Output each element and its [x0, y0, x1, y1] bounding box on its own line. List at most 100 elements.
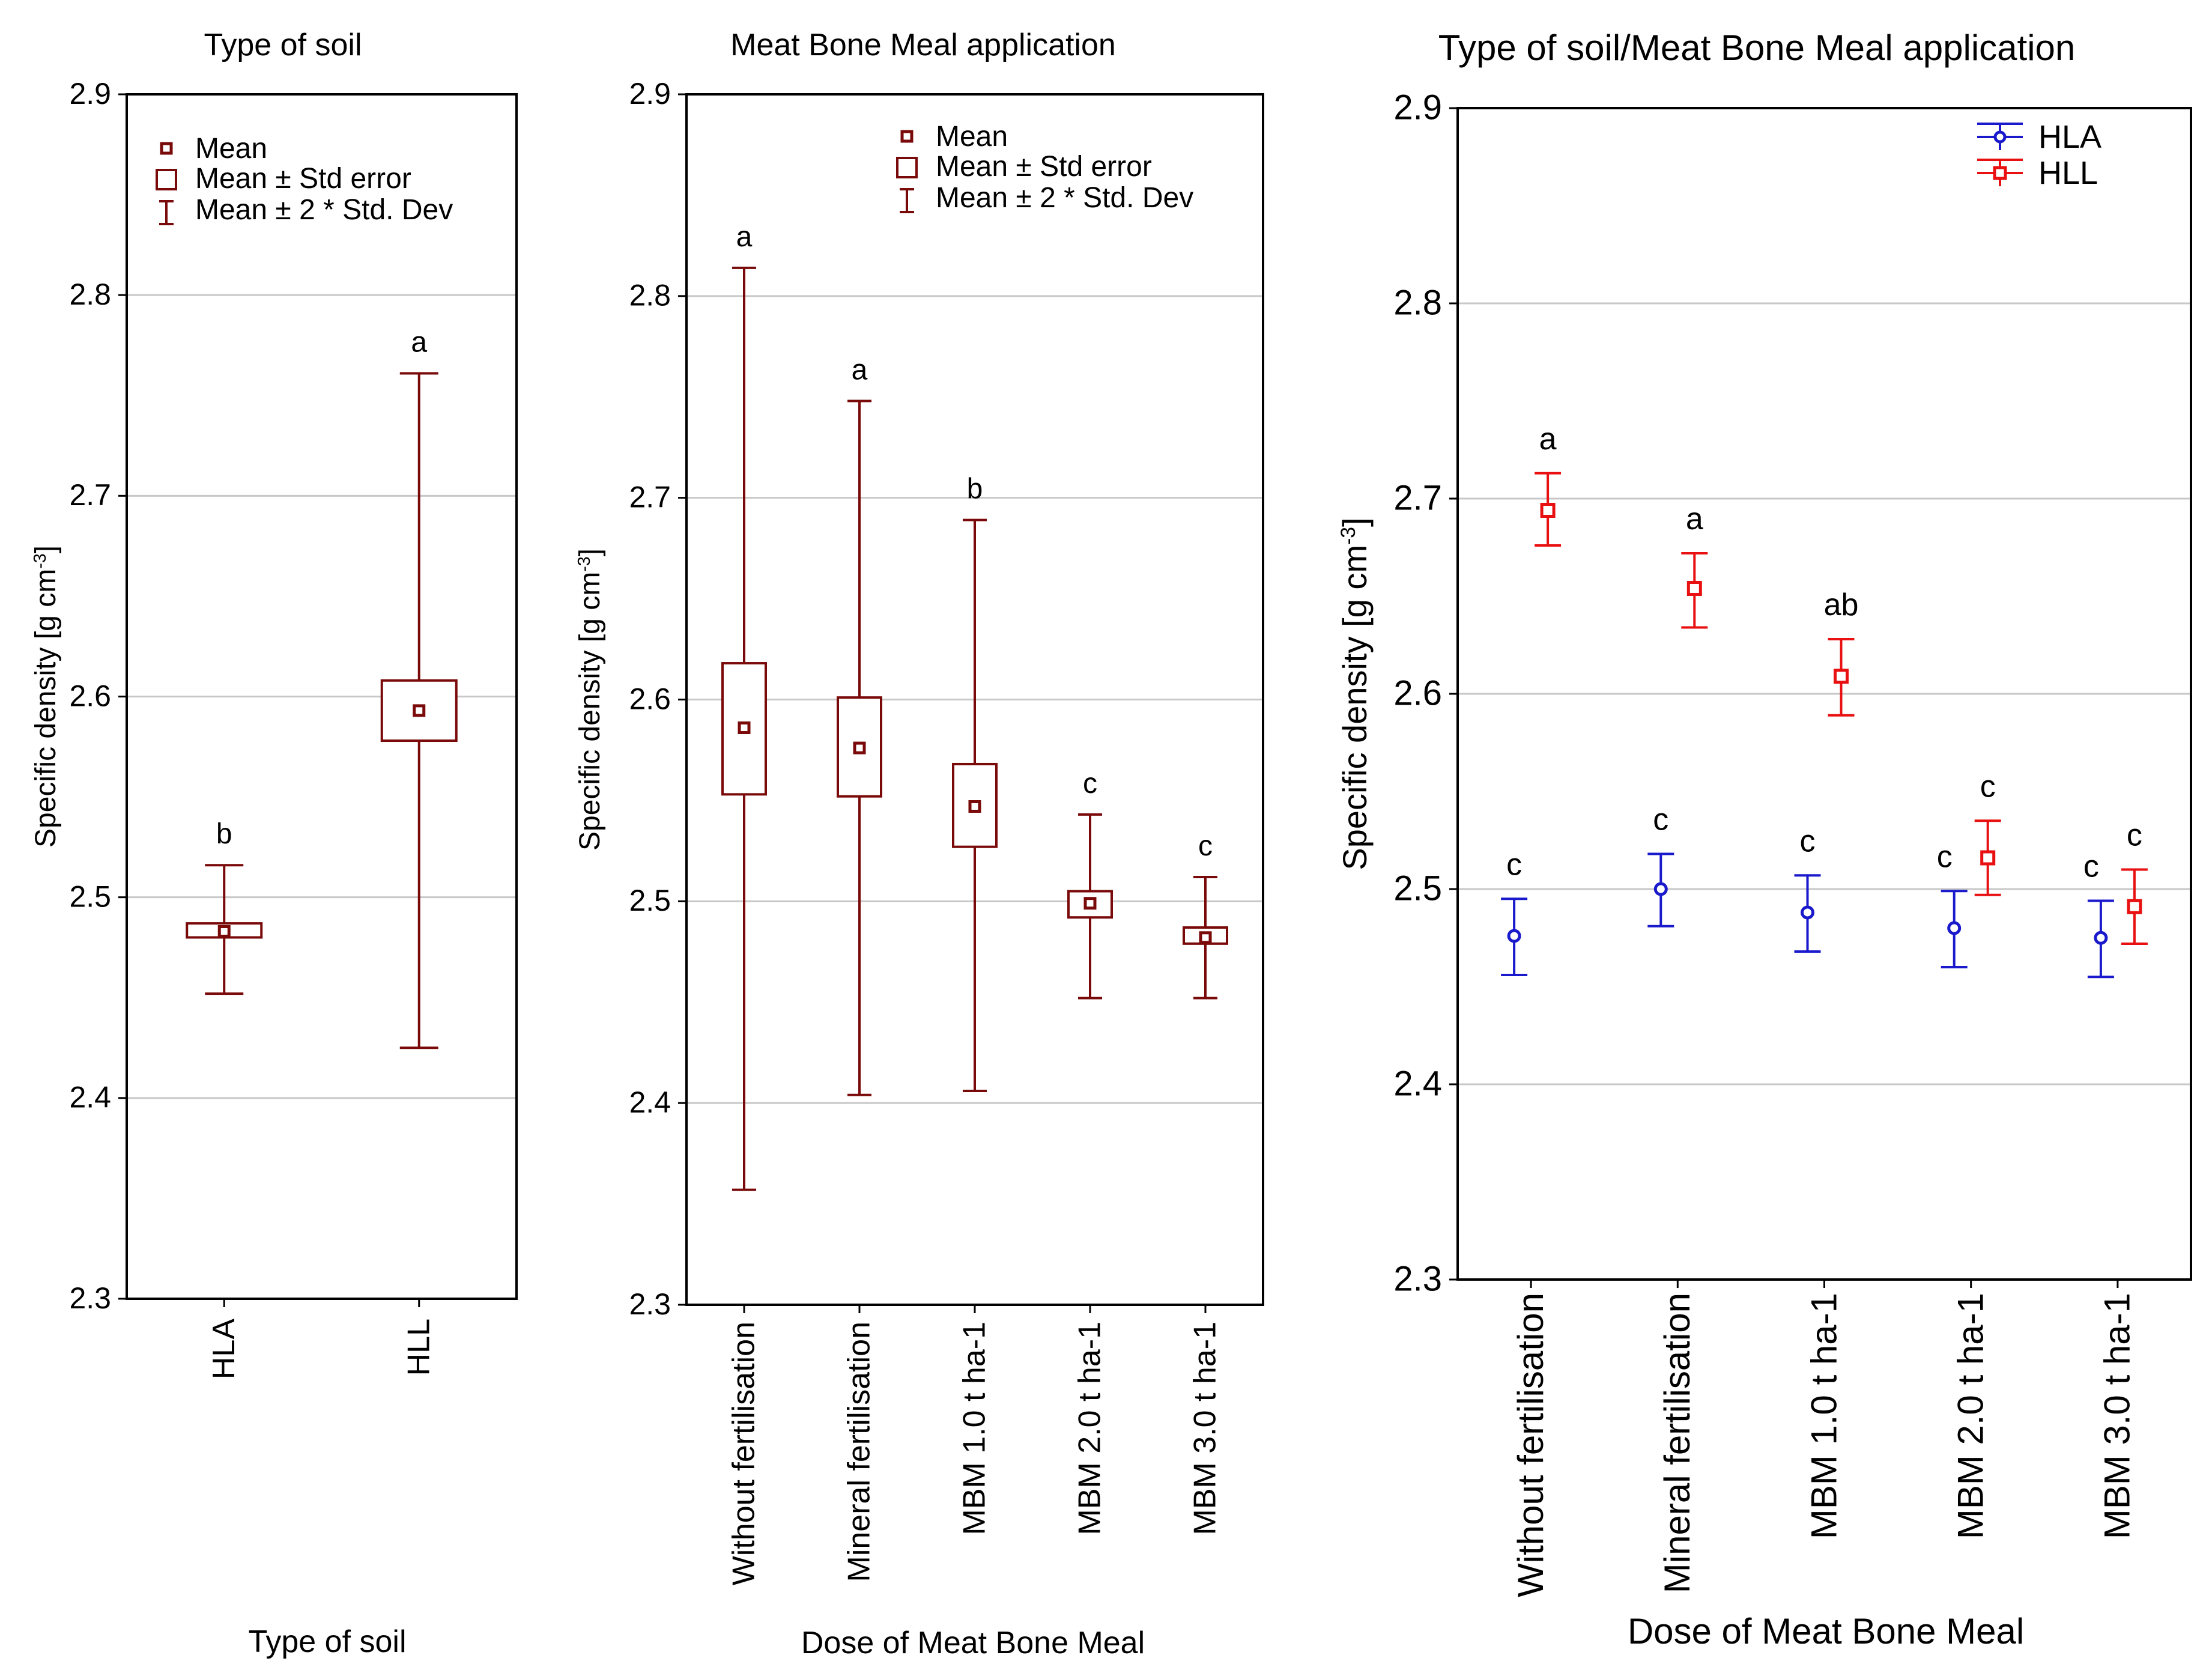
y-tick-label: 2.6: [1393, 674, 1442, 713]
data-point: [2094, 931, 2108, 945]
x-tick-label: HLA: [207, 1319, 241, 1379]
y-tick-label: 2.3: [629, 1287, 671, 1321]
y-tick-label: 2.4: [69, 1081, 111, 1114]
chart-3: 2.3 2.4 2.5 2.6 2.7 2.8 2.9 Type of soil/Meat B…: [1336, 28, 2192, 1651]
legend-label-mean: Mean: [195, 133, 267, 165]
legend-se-marker: [896, 157, 918, 178]
legend-label-hla: HLA: [2038, 119, 2101, 155]
y-axis-label-text: Specific density [g cm: [574, 572, 606, 851]
significance-letter: c: [1980, 769, 1996, 804]
data-point: [1834, 669, 1849, 684]
mean-marker: [738, 721, 751, 735]
legend-marker: [1993, 166, 2007, 180]
data-point: [1686, 581, 1702, 596]
significance-letter: c: [1937, 839, 1953, 874]
data-point: [1507, 929, 1521, 943]
data-point: [1980, 850, 1996, 866]
significance-letter: a: [411, 326, 427, 358]
y-tick-label: 2.5: [69, 880, 111, 914]
significance-letter: ab: [1824, 588, 1859, 622]
y-tick-label: 2.9: [69, 77, 111, 111]
mean-marker: [413, 704, 426, 717]
chart-title: Type of soil/Meat Bone Meal application: [1438, 28, 2076, 68]
chart-2: 2.3 2.4 2.5 2.6 2.7 2.8 2.9 Meat Bone Meal appl…: [574, 28, 1264, 1660]
y-axis-label: Specific density [g cm-3]: [30, 545, 62, 848]
y-tick-label: 2.8: [629, 279, 671, 312]
significance-letter: b: [216, 818, 232, 850]
y-axis-label-sup: -3: [575, 556, 594, 571]
x-tick-label: Without fertilisation: [1511, 1293, 1551, 1597]
chart-1: 2.3 2.4 2.5 2.6 2.7 2.8 2.9 Type of soil Type of…: [30, 28, 518, 1659]
box-without-fertilisation: a: [721, 221, 767, 1191]
y-tick-label: 2.7: [629, 481, 671, 514]
y-tick-label: 2.7: [1393, 479, 1442, 518]
significance-letter: c: [1653, 803, 1668, 837]
series-hla: c c c c c: [1501, 803, 2114, 979]
legend-label-sd: Mean ± 2 * Std. Dev: [195, 194, 453, 226]
mean-marker: [968, 800, 981, 813]
data-point: [1947, 921, 1962, 935]
mean-marker: [1199, 931, 1212, 944]
y-tick-label: 2.9: [1393, 88, 1442, 127]
y-axis-label-text: Specific density [g cm: [1336, 545, 1374, 870]
y-tick-label: 2.6: [69, 679, 111, 712]
data-point: [1540, 503, 1556, 518]
data-point: [1801, 905, 1814, 920]
legend-marker: [1993, 130, 2007, 144]
x-axis-label: Dose of Meat Bone Meal: [801, 1626, 1145, 1660]
legend-label-se: Mean ± Std error: [936, 151, 1152, 183]
significance-letter: a: [736, 221, 753, 253]
y-axis-label-end: ]: [1336, 517, 1374, 527]
box-mbm-1-0-t-ha-1: b: [952, 473, 998, 1093]
significance-letter: c: [1198, 830, 1213, 862]
legend-label-mean: Mean: [936, 121, 1008, 153]
y-tick-label: 2.3: [1393, 1260, 1442, 1299]
x-tick-label: MBM 1.0 t ha-1: [1804, 1293, 1844, 1539]
y-tick-label: 2.8: [1393, 284, 1442, 323]
box-hll: a: [380, 326, 458, 1049]
y-axis-label-end: ]: [30, 545, 62, 553]
significance-letter: a: [1686, 502, 1703, 536]
box-hla: b: [186, 818, 263, 995]
mean-marker: [1083, 897, 1097, 910]
x-axis-label: Dose of Meat Bone Meal: [1628, 1611, 2024, 1651]
x-tick-label: MBM 2.0 t ha-1: [1073, 1322, 1108, 1535]
box-mbm-3-0-t-ha-1: c: [1183, 830, 1228, 1000]
significance-letter: c: [1083, 768, 1097, 800]
x-axis-label: Type of soil: [248, 1624, 406, 1659]
data-point: [1653, 882, 1668, 896]
y-axis-label: Specific density [g cm-3]: [1336, 517, 1374, 870]
legend-mean-marker: [900, 130, 914, 143]
plot-frame: [126, 93, 518, 1300]
y-axis-label-end: ]: [574, 548, 606, 556]
legend-label-hll: HLL: [2038, 155, 2098, 191]
y-tick-label: 2.3: [69, 1281, 111, 1315]
significance-letter: c: [2127, 818, 2142, 853]
y-tick-label: 2.6: [629, 682, 671, 715]
x-tick-label: Without fertilisation: [727, 1322, 762, 1585]
significance-letter: c: [2083, 849, 2099, 884]
legend-label-se: Mean ± Std error: [195, 163, 411, 195]
x-tick-label: MBM 3.0 t ha-1: [2097, 1293, 2138, 1539]
data-point: [2127, 899, 2142, 914]
x-tick-label: MBM 1.0 t ha-1: [957, 1322, 992, 1535]
legend-se-marker: [156, 169, 177, 190]
box-mbm-2-0-t-ha-1: c: [1067, 768, 1113, 1000]
significance-letter: c: [1506, 847, 1522, 882]
mean-marker: [217, 925, 231, 938]
y-axis-label-sup: -3: [1337, 527, 1360, 545]
y-tick-label: 2.8: [69, 278, 111, 311]
legend-mean-marker: [160, 142, 173, 155]
significance-letter: b: [967, 473, 983, 505]
chart-title: Meat Bone Meal application: [730, 28, 1116, 62]
significance-letter: c: [1800, 824, 1816, 858]
chart-title: Type of soil: [204, 28, 362, 62]
x-tick-label: MBM 2.0 t ha-1: [1950, 1293, 1990, 1539]
significance-letter: a: [852, 354, 868, 386]
y-tick-label: 2.9: [629, 77, 671, 111]
x-tick-label: MBM 3.0 t ha-1: [1188, 1322, 1223, 1535]
